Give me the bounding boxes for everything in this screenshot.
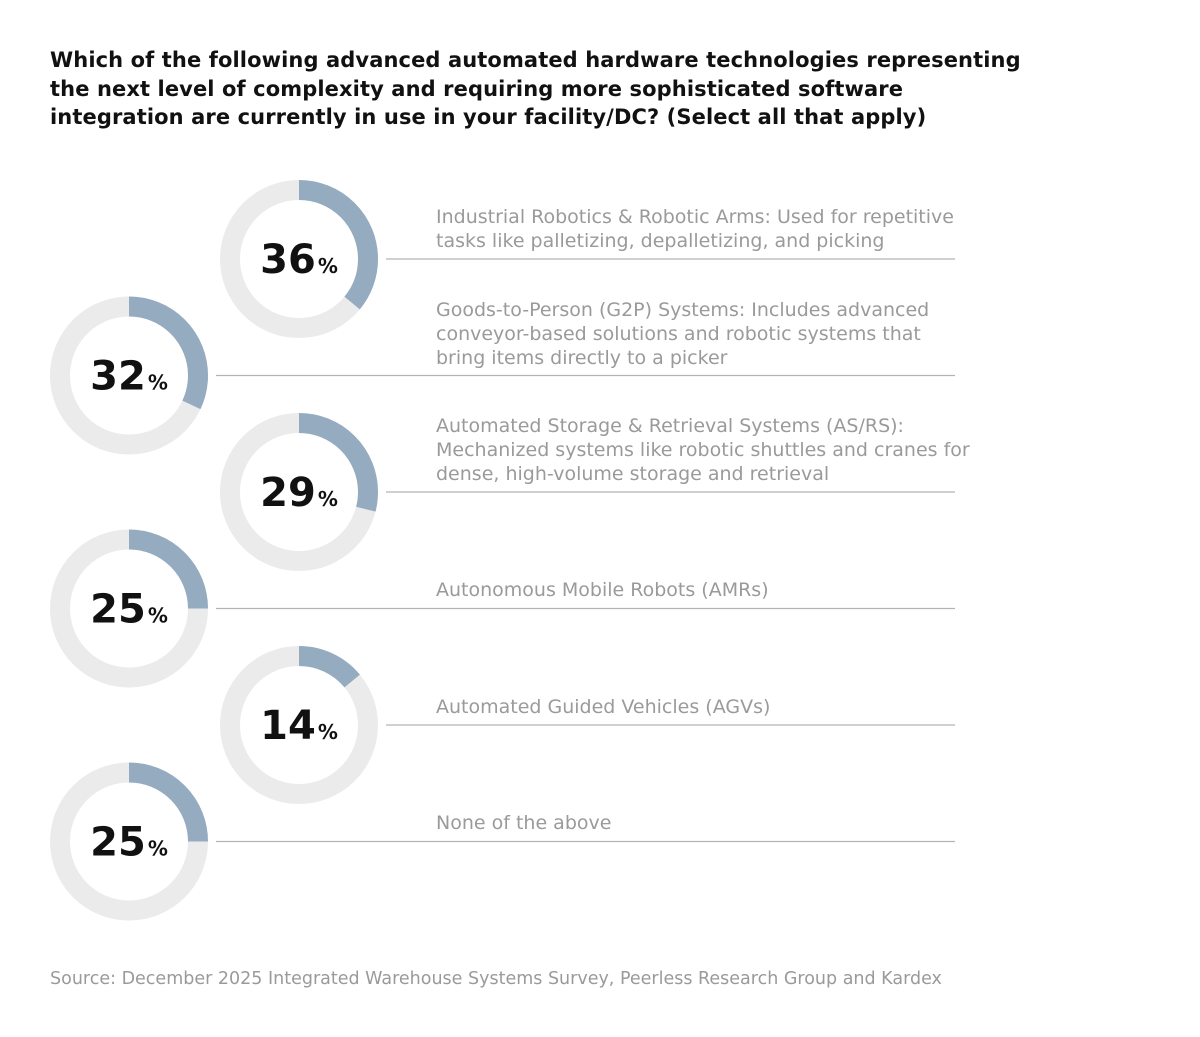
donut-item: 29% (220, 413, 955, 571)
donut-item: 25% (50, 762, 955, 921)
donut-value-arc (50, 296, 208, 455)
category-label: Goods-to-Person (G2P) Systems: Includes … (436, 299, 930, 369)
donut-item: 36% (220, 180, 955, 338)
donut-value-label: 14% (260, 703, 338, 749)
category-label: Industrial Robotics & Robotic Arms: Used… (436, 206, 954, 252)
donut-value-arc (220, 646, 378, 804)
donut-item: 14% (220, 646, 955, 804)
category-label: Autonomous Mobile Robots (AMRs) (436, 579, 769, 601)
category-label: None of the above (436, 812, 612, 834)
category-label: Automated Storage & Retrieval Systems (A… (436, 415, 970, 485)
donut-value-arc (220, 180, 378, 338)
donut-value-label: 36% (260, 237, 338, 283)
donut-value-label: 25% (90, 820, 168, 866)
chart-title: Which of the following advanced automate… (50, 48, 1021, 129)
donut-value-label: 29% (260, 470, 338, 516)
category-label: Automated Guided Vehicles (AGVs) (436, 696, 771, 718)
source-note: Source: December 2025 Integrated Warehou… (50, 969, 942, 989)
donut-value-label: 32% (90, 354, 168, 400)
donut-value-arc (220, 413, 378, 571)
donut-value-label: 25% (90, 587, 168, 633)
donut-item: 25% (50, 529, 955, 688)
donut-item: 32% (50, 296, 955, 455)
donut-value-arc (50, 762, 208, 921)
donut-value-arc (50, 529, 208, 688)
